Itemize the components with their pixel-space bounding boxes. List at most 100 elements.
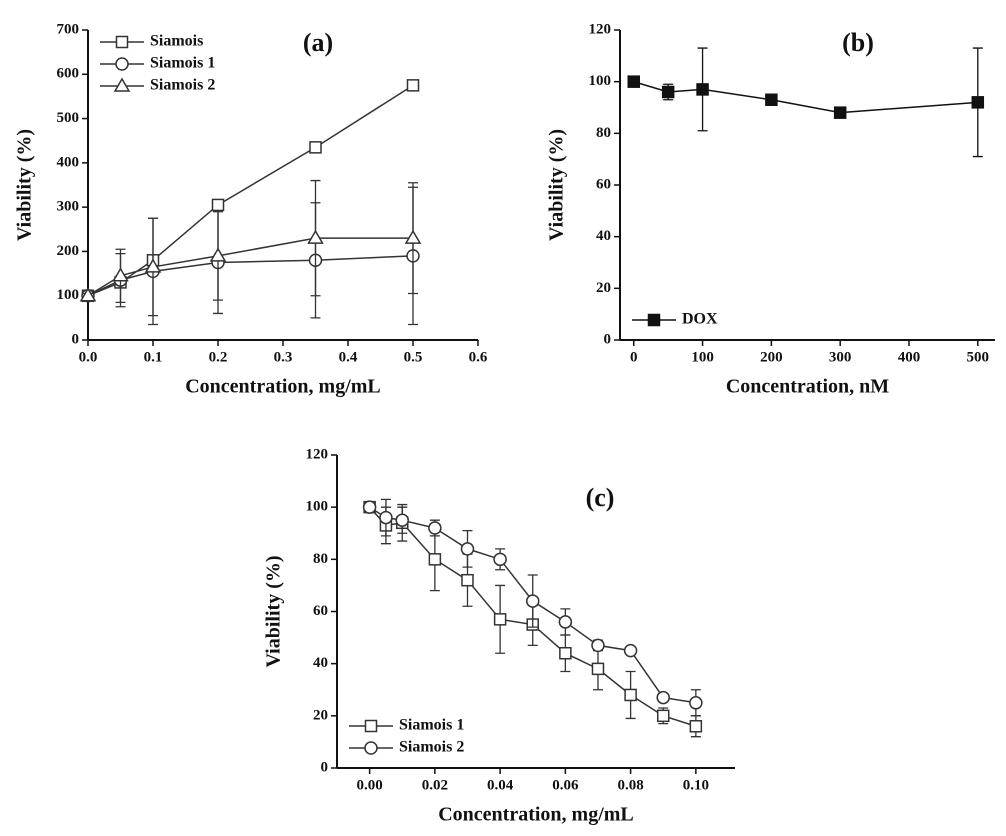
- marker: [493, 552, 507, 567]
- marker: [428, 553, 442, 566]
- legend-marker: [364, 719, 378, 733]
- y-tick-label: 0: [321, 759, 329, 775]
- marker: [493, 613, 507, 626]
- x-tick-label: 0.00: [356, 777, 382, 793]
- marker: [112, 267, 129, 282]
- marker: [209, 247, 227, 262]
- y-tick-label: 600: [57, 66, 80, 82]
- legend-label: Siamois 1: [399, 717, 464, 734]
- x-tick-label: 0.5: [404, 349, 423, 365]
- marker: [79, 287, 97, 302]
- legend-label: Siamois 2: [399, 739, 464, 756]
- x-axis-title: Concentration, mg/mL: [185, 376, 381, 398]
- x-axis-title: Concentration, mg/mL: [438, 804, 634, 826]
- marker: [559, 646, 572, 660]
- y-axis-title: Viability (%): [546, 129, 568, 241]
- x-tick-label: 300: [829, 349, 852, 365]
- marker: [627, 75, 641, 88]
- series-line: [87, 84, 414, 297]
- marker: [309, 141, 322, 154]
- legend-marker: [115, 57, 129, 71]
- x-tick-label: 0.02: [422, 777, 448, 793]
- y-tick-label: 100: [306, 499, 329, 515]
- marker: [689, 696, 703, 710]
- y-tick-label: 60: [313, 603, 328, 619]
- marker: [144, 258, 162, 273]
- marker: [379, 510, 393, 525]
- marker: [591, 638, 605, 653]
- panel-label: (b): [842, 28, 874, 57]
- x-tick-label: 0.0: [79, 349, 98, 365]
- series-line: [87, 237, 413, 297]
- marker: [558, 615, 573, 629]
- y-tick-label: 80: [313, 551, 328, 567]
- x-tick-label: 0.08: [617, 777, 643, 793]
- x-tick-label: 0.4: [339, 349, 358, 365]
- legend-marker: [647, 313, 661, 327]
- x-tick-label: 100: [691, 349, 714, 365]
- legend-marker: [115, 35, 129, 49]
- y-tick-label: 0: [72, 331, 80, 347]
- y-tick-label: 100: [589, 73, 612, 89]
- x-tick-label: 500: [967, 349, 990, 365]
- y-tick-label: 120: [306, 446, 329, 462]
- marker: [591, 662, 605, 676]
- y-tick-label: 120: [589, 21, 612, 37]
- legend-label: Siamois 2: [150, 77, 215, 94]
- marker: [460, 542, 475, 556]
- marker: [406, 79, 420, 92]
- y-tick-label: 60: [596, 176, 611, 192]
- y-tick-label: 20: [313, 707, 328, 723]
- panel-label: (a): [303, 28, 333, 57]
- marker: [624, 688, 637, 702]
- series-line: [633, 80, 978, 114]
- marker: [307, 229, 324, 244]
- y-tick-label: 700: [57, 21, 80, 37]
- y-tick-label: 200: [57, 243, 80, 259]
- marker: [971, 96, 985, 109]
- y-tick-label: 300: [57, 199, 80, 215]
- y-tick-label: 40: [596, 228, 611, 244]
- y-tick-label: 500: [57, 110, 80, 126]
- panel-label: (c): [586, 483, 615, 512]
- y-tick-label: 0: [604, 331, 612, 347]
- y-tick-label: 20: [596, 280, 611, 296]
- y-tick-label: 400: [57, 154, 80, 170]
- marker: [362, 500, 377, 514]
- x-tick-label: 400: [898, 349, 921, 365]
- x-tick-label: 200: [760, 349, 783, 365]
- y-axis-title: Viability (%): [263, 555, 285, 667]
- series-line: [87, 255, 414, 297]
- marker: [656, 709, 670, 723]
- marker: [696, 83, 709, 96]
- marker: [765, 93, 778, 106]
- x-axis-title: Concentration, nM: [726, 376, 889, 398]
- x-tick-label: 0.2: [209, 349, 228, 365]
- marker: [623, 643, 638, 658]
- x-tick-label: 0.06: [552, 777, 579, 793]
- legend-label: DOX: [682, 311, 718, 328]
- x-tick-label: 0.04: [487, 777, 514, 793]
- legend-label: Siamois: [150, 33, 203, 50]
- x-tick-label: 0.3: [274, 349, 293, 365]
- legend-marker: [113, 77, 131, 92]
- marker: [395, 513, 409, 527]
- marker: [525, 594, 540, 608]
- x-tick-label: 0.10: [683, 777, 709, 793]
- legend-label: Siamois 1: [150, 55, 215, 72]
- marker: [428, 521, 442, 535]
- marker: [461, 573, 474, 587]
- x-tick-label: 0: [630, 349, 638, 365]
- y-tick-label: 40: [313, 655, 328, 671]
- x-tick-label: 0.6: [469, 349, 488, 365]
- marker: [211, 198, 225, 212]
- x-tick-label: 0.1: [144, 349, 163, 365]
- marker: [833, 106, 847, 119]
- marker: [656, 690, 670, 705]
- legend-marker: [364, 741, 378, 755]
- y-tick-label: 100: [57, 287, 80, 303]
- marker: [689, 720, 703, 733]
- marker: [661, 85, 675, 99]
- y-axis-title: Viability (%): [14, 129, 36, 241]
